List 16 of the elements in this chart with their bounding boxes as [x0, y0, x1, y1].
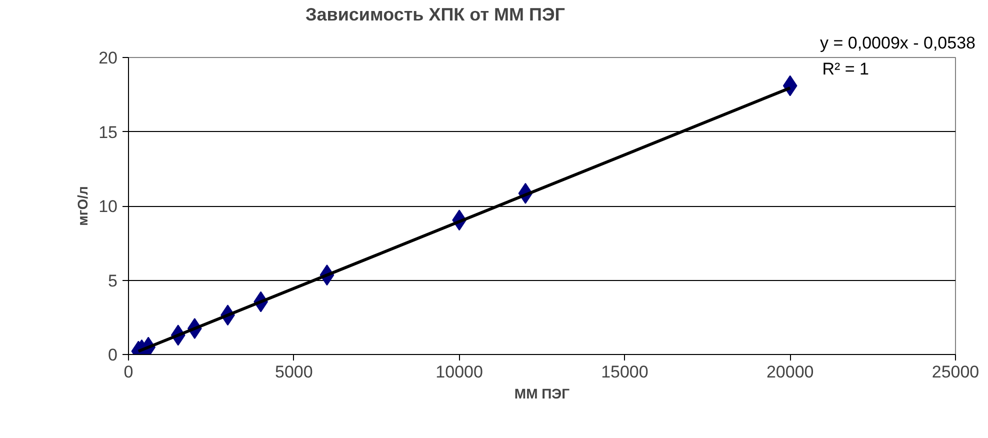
x-tick-label: 20000 [766, 362, 814, 382]
x-tick-label: 0 [124, 362, 134, 382]
y-tick-label: 0 [108, 346, 118, 364]
x-tick-label: 25000 [932, 362, 980, 382]
y-axis-title: мгО/л [74, 186, 91, 226]
x-tick-label: 15000 [601, 362, 648, 382]
y-tick-label: 10 [98, 197, 118, 216]
text: y = 0,0009x - 0,0538 [820, 34, 976, 52]
y-tick-label: 5 [108, 271, 118, 290]
y-tick-label: 15 [98, 122, 118, 142]
chart-title: Зависимость ХПК от ММ ПЭГ [306, 4, 565, 24]
x-tick-label: 5000 [274, 362, 313, 382]
annotation: R² = 1 [822, 59, 869, 78]
x-tick-label: 10000 [436, 362, 483, 382]
y-tick-label: 20 [98, 48, 118, 68]
x-axis-title: ММ ПЭГ [514, 386, 570, 402]
